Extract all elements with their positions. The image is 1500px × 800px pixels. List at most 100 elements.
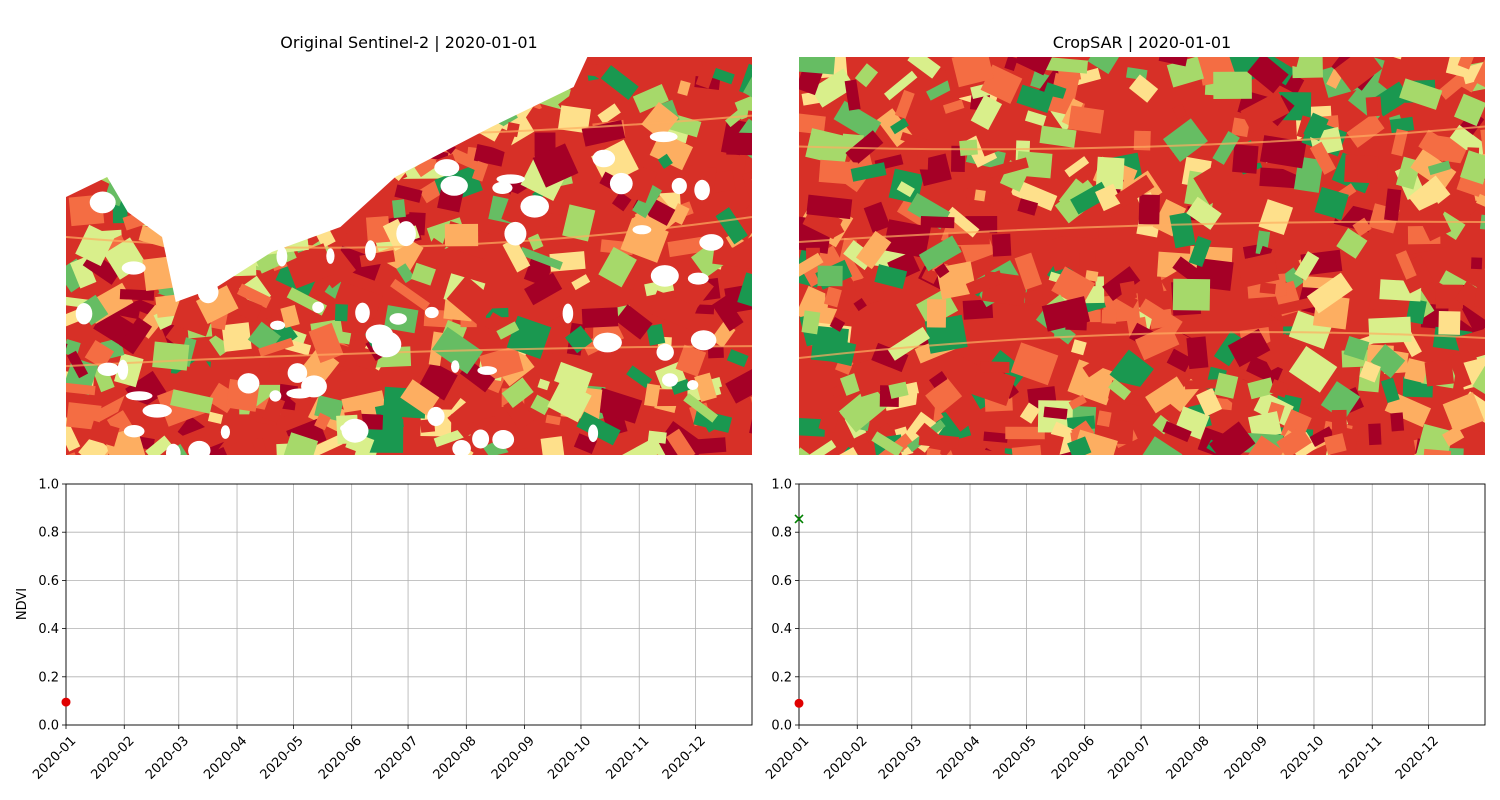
field-parcel xyxy=(1186,336,1209,370)
field-parcel xyxy=(1137,436,1183,455)
field-parcel xyxy=(855,230,892,270)
field-parcel xyxy=(799,57,836,75)
field-parcel xyxy=(983,431,1008,443)
cloud-mask-patch xyxy=(451,360,460,373)
field-parcel xyxy=(1391,128,1408,157)
cloud-mask-patch xyxy=(593,332,622,353)
field-parcel xyxy=(524,272,563,306)
field-parcel xyxy=(1484,324,1485,344)
field-parcel xyxy=(548,306,591,345)
field-parcel xyxy=(988,157,1029,178)
field-parcel xyxy=(615,304,653,340)
x-tick-label: 2020-07 xyxy=(1105,734,1154,783)
cloud-mask-patch xyxy=(75,303,93,325)
field-parcel xyxy=(532,143,579,188)
field-parcel xyxy=(84,339,115,369)
field-parcel xyxy=(1095,156,1125,190)
field-parcel xyxy=(1101,309,1117,324)
field-parcel xyxy=(1368,298,1409,316)
y-tick-label: 0.2 xyxy=(38,670,59,685)
field-parcel xyxy=(1475,193,1485,209)
field-parcel xyxy=(641,101,679,141)
field-parcel xyxy=(1196,387,1223,417)
field-parcel xyxy=(1288,345,1338,393)
cloud-mask-patch xyxy=(477,366,498,375)
cloud-mask-patch xyxy=(269,390,282,402)
cloud-mask-patch xyxy=(301,375,327,398)
field-parcel xyxy=(66,402,102,431)
field-parcel xyxy=(1320,381,1361,421)
field-parcel xyxy=(1158,57,1190,67)
field-parcel xyxy=(534,337,580,357)
field-parcel xyxy=(1138,298,1183,334)
field-parcel xyxy=(66,340,68,373)
field-parcel xyxy=(756,442,775,458)
field-parcel xyxy=(1371,81,1411,117)
cloud-mask-patch xyxy=(365,324,394,346)
field-parcel xyxy=(838,384,890,433)
field-parcel xyxy=(1309,141,1337,175)
field-parcel xyxy=(1184,379,1219,390)
cloud-mask-patch xyxy=(422,132,452,145)
field-parcel xyxy=(1474,279,1485,311)
field-parcel xyxy=(598,246,637,288)
field-parcel xyxy=(1082,351,1114,378)
cloud-mask-patch xyxy=(649,131,678,143)
field-parcel xyxy=(1138,194,1160,225)
field-parcel xyxy=(694,372,717,402)
field-parcel xyxy=(918,235,962,272)
field-parcel xyxy=(1258,333,1298,371)
field-parcel xyxy=(1097,204,1138,240)
field-parcel xyxy=(530,394,552,416)
road-line xyxy=(66,345,752,368)
field-parcel xyxy=(611,191,632,212)
x-tick-label: 2020-12 xyxy=(660,734,709,783)
field-parcel xyxy=(1119,280,1138,301)
field-parcel xyxy=(1068,394,1087,410)
field-parcel xyxy=(1162,420,1192,443)
field-parcel xyxy=(683,437,727,455)
x-tick-label: 2020-03 xyxy=(143,734,192,783)
x-tick-label: 2020-01 xyxy=(763,734,812,783)
field-parcel xyxy=(978,453,1004,455)
field-parcel xyxy=(863,201,891,233)
cloud-mask-patch xyxy=(121,261,146,275)
y-axis-label: NDVI xyxy=(15,588,30,620)
field-parcel xyxy=(1128,74,1159,103)
field-parcel xyxy=(195,285,239,325)
field-parcel xyxy=(890,117,909,135)
field-parcel xyxy=(1067,359,1118,406)
y-tick-label: 0.4 xyxy=(38,622,59,637)
field-parcel xyxy=(1365,96,1382,117)
field-parcel xyxy=(991,233,1012,257)
field-parcel xyxy=(751,171,752,195)
cloud-mask-patch xyxy=(365,240,376,261)
field-parcel xyxy=(1448,352,1472,389)
field-parcel xyxy=(968,447,1013,455)
cloud-mask-patch xyxy=(632,225,652,235)
field-parcel xyxy=(974,189,986,202)
cloud-mask-patch xyxy=(434,159,460,177)
field-parcel xyxy=(1484,211,1485,233)
field-parcel xyxy=(874,264,908,290)
cloud-mask-patch xyxy=(440,175,468,196)
cloud-mask-patch xyxy=(492,430,515,449)
cloud-mask-patch xyxy=(520,195,549,218)
cloud-mask-patch xyxy=(276,246,288,267)
field-parcel xyxy=(695,61,717,89)
cloud-mask-patch xyxy=(145,168,172,178)
field-parcel xyxy=(850,162,887,182)
field-parcel xyxy=(1359,360,1381,383)
field-parcel xyxy=(1163,118,1208,162)
cloud-mask-patch xyxy=(166,443,181,455)
field-parcel xyxy=(1186,196,1222,230)
field-parcel xyxy=(806,194,853,220)
cloud-mask-patch xyxy=(117,359,129,380)
cropsar-ndvi-image xyxy=(799,57,1485,455)
field-parcel xyxy=(1294,251,1320,281)
field-parcel xyxy=(1014,252,1043,290)
plot-area xyxy=(799,484,1485,725)
field-parcel xyxy=(1457,446,1485,455)
field-parcel xyxy=(620,264,641,291)
